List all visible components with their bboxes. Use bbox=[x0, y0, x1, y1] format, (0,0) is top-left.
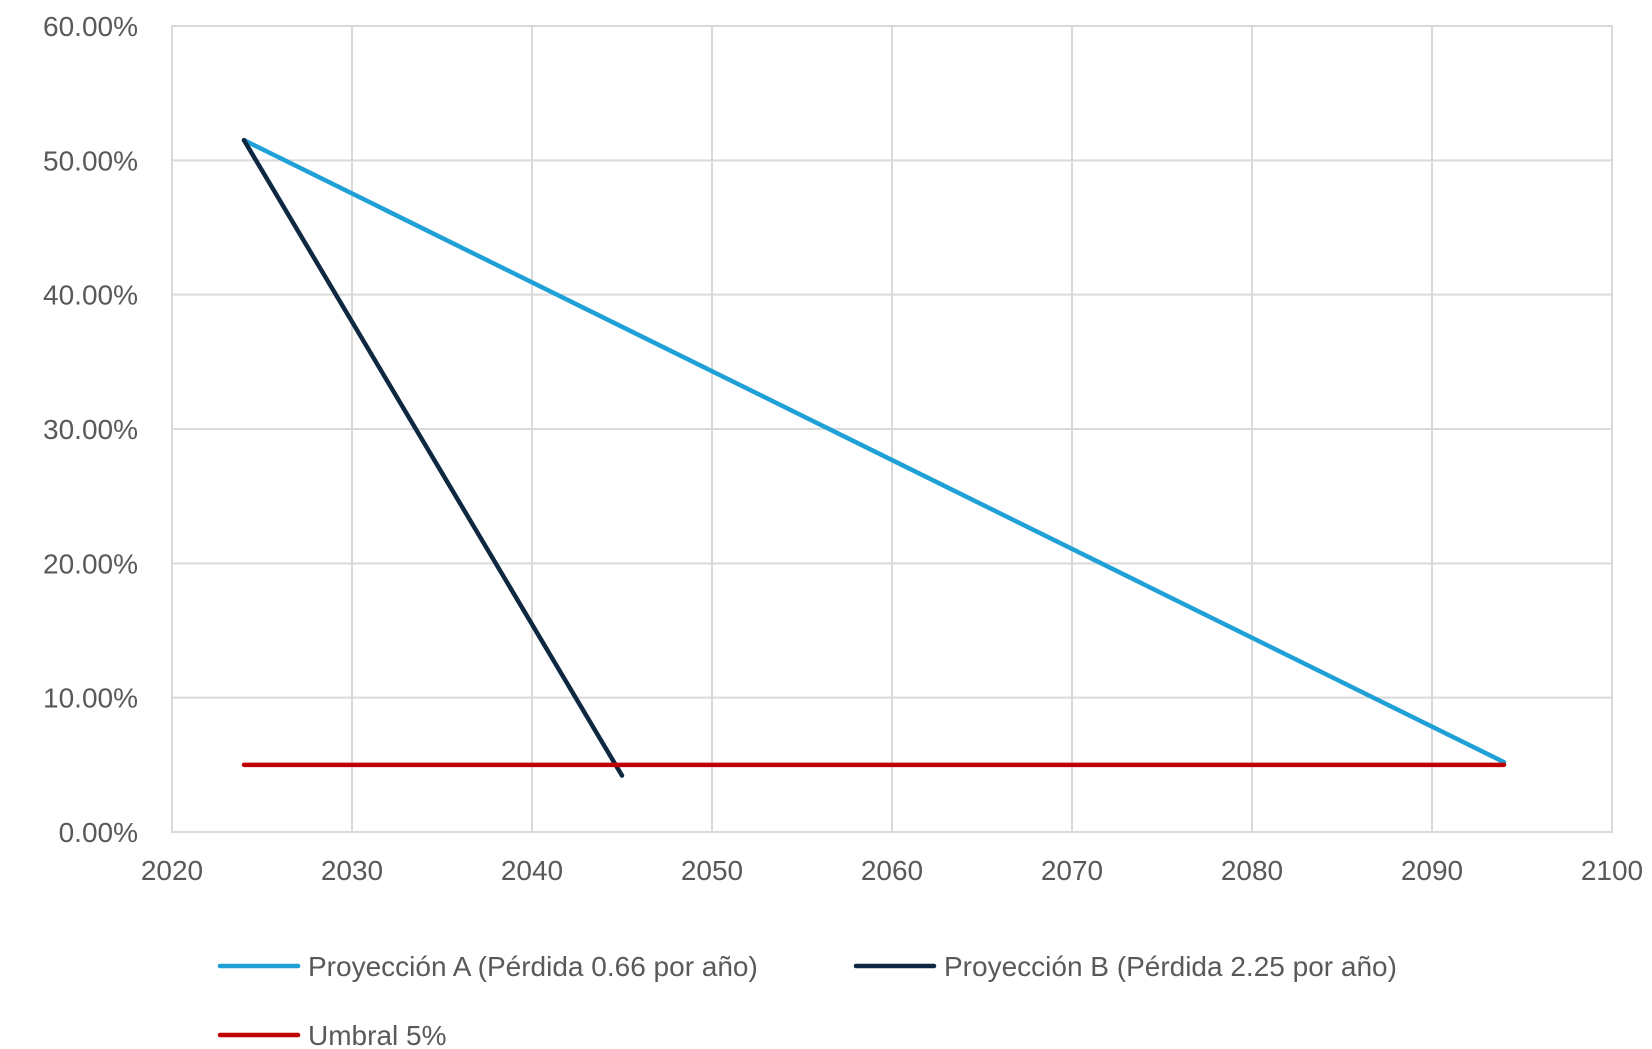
x-tick-label: 2050 bbox=[681, 855, 743, 886]
axes: 0.00% 10.00% 20.00% 30.00% 40.00% 50.00% 60.00… bbox=[43, 11, 1643, 886]
legend-label-3: Umbral 5% bbox=[308, 1020, 446, 1049]
y-tick-label: 20.00% bbox=[43, 548, 138, 579]
x-tick-label: 2030 bbox=[321, 855, 383, 886]
y-tick-label: 30.00% bbox=[43, 414, 138, 445]
legend-label-2: Proyección B (Pérdida 2.25 por año) bbox=[944, 951, 1397, 982]
x-tick-label: 2080 bbox=[1221, 855, 1283, 886]
series-lines bbox=[241, 137, 1507, 778]
series-line-1 bbox=[241, 137, 1507, 765]
y-tick-label: 60.00% bbox=[43, 11, 138, 42]
y-tick-label: 40.00% bbox=[43, 280, 138, 311]
x-tick-label: 2090 bbox=[1401, 855, 1463, 886]
legend-label-1: Proyección A (Pérdida 0.66 por año) bbox=[308, 951, 758, 982]
series-line-2 bbox=[241, 137, 625, 778]
x-tick-label: 2020 bbox=[141, 855, 203, 886]
x-tick-label: 2070 bbox=[1041, 855, 1103, 886]
y-tick-label: 50.00% bbox=[43, 145, 138, 176]
legend: Proyección A (Pérdida 0.66 por año) Proye… bbox=[217, 951, 1397, 1049]
y-tick-label: 0.00% bbox=[59, 817, 138, 848]
y-tick-label: 10.00% bbox=[43, 683, 138, 714]
x-tick-label: 2040 bbox=[501, 855, 563, 886]
plot-area-border bbox=[171, 25, 1613, 833]
x-tick-label: 2100 bbox=[1581, 855, 1643, 886]
gridlines bbox=[171, 25, 1613, 833]
x-tick-label: 2060 bbox=[861, 855, 923, 886]
